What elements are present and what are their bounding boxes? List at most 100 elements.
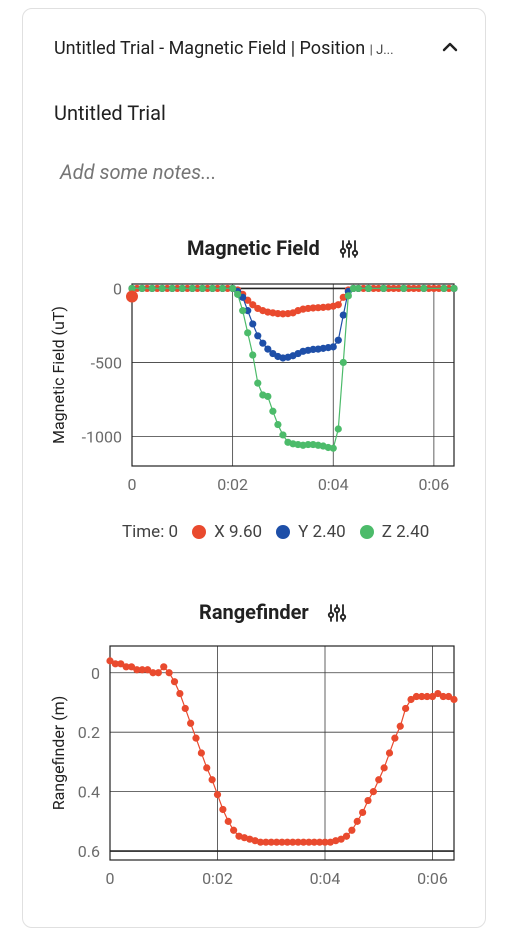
data-point: [144, 666, 152, 674]
data-point: [203, 764, 211, 772]
data-point: [420, 284, 428, 293]
data-point: [267, 838, 275, 846]
time-cursor-marker: [126, 290, 138, 303]
data-point: [254, 332, 262, 340]
data-point: [170, 678, 179, 686]
data-point: [234, 290, 242, 298]
data-point: [339, 358, 347, 367]
card-title[interactable]: Untitled Trial - Magnetic Field | Positi…: [54, 38, 394, 59]
data-point: [445, 692, 453, 701]
data-point: [418, 692, 426, 701]
tune-icon[interactable]: [338, 238, 360, 260]
data-point: [128, 284, 136, 293]
data-point: [256, 838, 265, 846]
data-point: [218, 284, 227, 293]
data-point: [321, 838, 329, 846]
data-point: [208, 776, 216, 784]
data-point: [450, 695, 458, 704]
data-point: [344, 292, 352, 300]
y-tick-label: -500: [91, 353, 122, 372]
data-point: [440, 284, 448, 293]
data-point: [364, 796, 372, 805]
data-point: [133, 666, 141, 674]
data-point: [244, 307, 252, 315]
data-point: [239, 307, 247, 315]
y-tick-label: 0: [113, 279, 122, 298]
data-point: [165, 669, 173, 677]
data-point: [208, 284, 217, 293]
data-point: [316, 838, 324, 846]
chart-legend: Time: 0 X 9.60 Y 2.40 Z 2.40: [122, 520, 429, 544]
data-point: [450, 284, 458, 293]
data-point: [249, 301, 257, 309]
magnetic-field-chart[interactable]: 0 0:02 0:04 0:06 0 -500 -1000 Magnetic Field (u…: [40, 270, 470, 510]
card-title-suffix: | J...: [369, 43, 394, 58]
data-point: [148, 284, 156, 293]
data-point: [329, 343, 337, 351]
data-point: [178, 284, 186, 293]
data-point: [412, 692, 420, 701]
data-point: [274, 420, 282, 429]
data-point: [279, 431, 287, 439]
legend-time: Time: 0: [122, 522, 179, 542]
chart-title-magnetic-field: Magnetic Field: [187, 236, 320, 260]
data-point: [304, 440, 312, 449]
data-point: [213, 791, 222, 799]
data-point: [380, 764, 388, 772]
x-tick-label: 0:06: [418, 475, 449, 494]
data-point: [439, 692, 447, 701]
data-point: [334, 425, 342, 433]
data-point: [353, 817, 361, 825]
data-point: [299, 838, 308, 846]
data-point: [400, 284, 408, 293]
data-point: [198, 284, 207, 293]
data-point: [154, 669, 162, 677]
data-point: [369, 788, 377, 796]
data-point: [342, 832, 351, 840]
chart-title-rangefinder: Rangefinder: [199, 600, 309, 624]
data-point: [396, 722, 404, 730]
data-point: [254, 379, 262, 387]
trial-name[interactable]: Untitled Trial: [54, 101, 166, 125]
data-point: [339, 311, 347, 319]
data-point: [224, 817, 232, 825]
notes-input[interactable]: Add some notes...: [60, 160, 217, 184]
data-point: [354, 284, 363, 293]
data-point: [375, 776, 383, 784]
x-tick-label: 0:04: [318, 475, 349, 494]
plot-frame: [109, 645, 455, 861]
data-point: [149, 669, 157, 677]
y-axis-label: Magnetic Field (uT): [49, 306, 68, 444]
data-point: [106, 657, 114, 665]
legend-dot-x: [192, 525, 207, 539]
rangefinder-chart[interactable]: 0 0:02 0:04 0:06 0.6 0.4 0.2 0 Rangefinder (m): [40, 636, 470, 900]
data-point: [385, 749, 394, 757]
data-point: [219, 805, 227, 814]
data-point: [359, 808, 367, 817]
data-point: [192, 734, 200, 742]
data-point: [305, 838, 313, 846]
data-point: [264, 392, 272, 401]
series-line: [109, 660, 455, 843]
legend-label-y: Y 2.40: [298, 522, 346, 542]
y-axis-label: Rangefinder (m): [49, 696, 68, 811]
data-point: [423, 692, 431, 701]
data-point: [138, 284, 146, 293]
data-point: [278, 838, 286, 846]
chevron-up-icon[interactable]: [440, 37, 460, 57]
card-title-text: Untitled Trial - Magnetic Field | Positi…: [54, 38, 366, 59]
data-point: [244, 329, 252, 337]
tune-icon[interactable]: [326, 602, 348, 624]
plot-frame: [131, 283, 455, 467]
y-tick-label: 0.4: [78, 783, 100, 802]
data-point: [168, 284, 176, 293]
data-point: [158, 284, 166, 293]
data-point: [349, 284, 357, 293]
data-point: [269, 407, 277, 415]
data-point: [428, 692, 437, 701]
y-tick-label: -1000: [82, 427, 122, 446]
data-point: [364, 284, 373, 293]
data-point: [264, 345, 272, 353]
data-point: [273, 838, 281, 846]
data-point: [407, 695, 415, 704]
